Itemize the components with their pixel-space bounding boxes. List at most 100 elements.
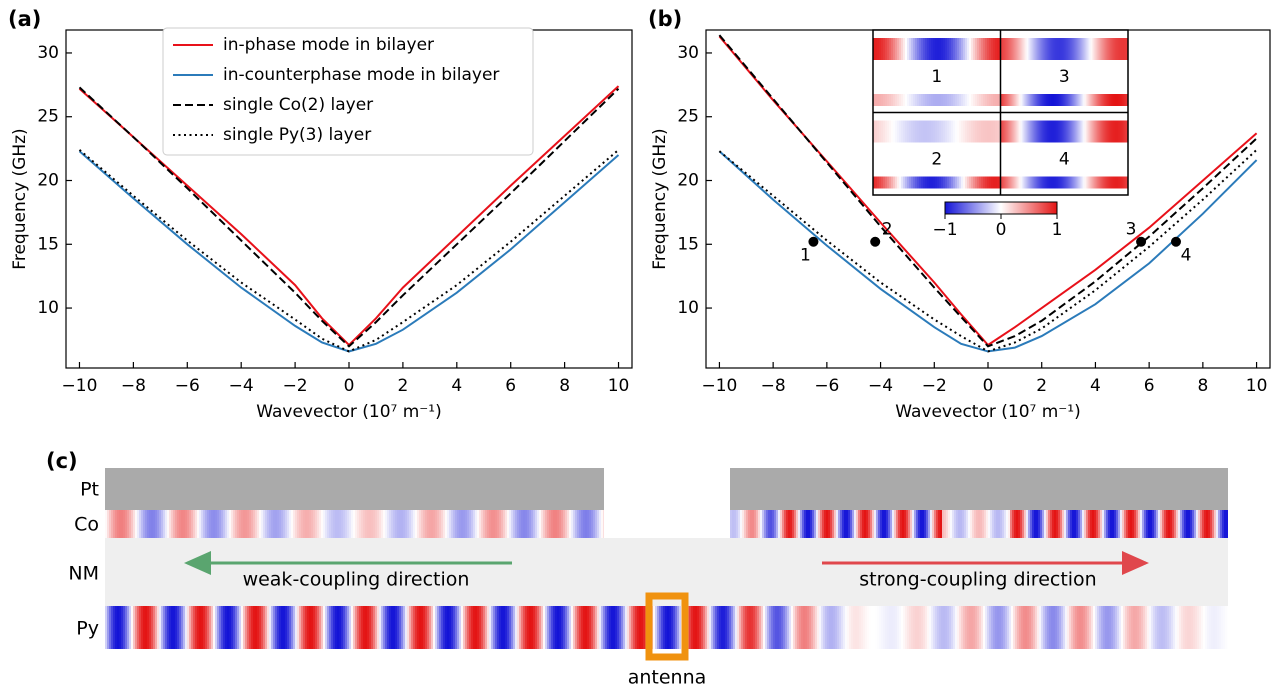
stripe: [836, 510, 839, 538]
stripe: [389, 510, 392, 538]
stripe: [913, 120, 916, 143]
stripe: [760, 510, 763, 538]
stripe: [531, 606, 534, 649]
stripe: [1110, 176, 1113, 189]
stripe: [337, 606, 340, 649]
stripe: [1088, 120, 1091, 143]
stripe: [978, 510, 981, 538]
stripe: [1076, 510, 1079, 538]
stripe: [445, 606, 448, 649]
stripe: [959, 94, 962, 106]
stripe: [167, 510, 170, 538]
stripe: [1010, 38, 1013, 60]
stripe: [777, 606, 780, 649]
colorbar-tick-label: 1: [1052, 220, 1063, 240]
stripe: [909, 176, 912, 189]
stripe: [549, 510, 552, 538]
stripe: [977, 176, 980, 189]
stripe: [673, 606, 676, 649]
y-tick-label: 15: [37, 234, 59, 254]
stripe: [1002, 38, 1005, 60]
stripe: [509, 510, 512, 538]
stripe: [911, 38, 914, 60]
stripe: [1061, 606, 1064, 649]
stripe: [379, 510, 382, 538]
stripe: [469, 606, 472, 649]
stripe: [1078, 120, 1081, 143]
stripe: [778, 510, 781, 538]
stripe: [929, 176, 932, 189]
stripe: [821, 606, 824, 649]
stripe: [553, 606, 556, 649]
stripe: [855, 606, 858, 649]
stripe: [145, 510, 148, 538]
stripe: [887, 120, 890, 143]
stripe: [1008, 176, 1011, 189]
stripe: [957, 120, 960, 143]
stripe: [1005, 606, 1008, 649]
stripe: [261, 510, 264, 538]
stripe: [893, 120, 896, 143]
stripe: [1163, 606, 1166, 649]
stripe: [967, 120, 970, 143]
stripe: [1008, 94, 1011, 106]
stripe: [597, 510, 600, 538]
stripe: [974, 510, 977, 538]
stripe: [1044, 120, 1047, 143]
stripe: [913, 94, 916, 106]
stripe: [521, 606, 524, 649]
stripe: [925, 120, 928, 143]
stripe: [447, 510, 450, 538]
stripe: [1106, 120, 1109, 143]
stripe: [1158, 510, 1161, 538]
stripe: [333, 606, 336, 649]
stripe: [1052, 94, 1055, 106]
stripe: [939, 606, 942, 649]
stripe: [1211, 606, 1214, 649]
stripe: [169, 510, 172, 538]
stripe: [989, 120, 992, 143]
stripe: [1004, 94, 1007, 106]
stripe: [539, 606, 542, 649]
series-line: [78, 149, 620, 353]
stripe: [1092, 510, 1095, 538]
stripe: [927, 176, 930, 189]
stripe: [941, 120, 944, 143]
stripe: [1209, 606, 1212, 649]
stripe: [205, 606, 208, 649]
stripe: [911, 94, 914, 106]
stripe: [1028, 120, 1031, 143]
stripe: [449, 510, 452, 538]
stripe: [565, 606, 568, 649]
stripe: [1086, 510, 1089, 538]
stripe: [794, 510, 797, 538]
stripe: [870, 510, 873, 538]
stripe: [1006, 120, 1009, 143]
stripe: [971, 38, 974, 60]
stripe: [395, 606, 398, 649]
stripe: [940, 510, 943, 538]
stripe: [615, 606, 618, 649]
stripe: [1009, 606, 1012, 649]
stripe: [141, 510, 144, 538]
stripe: [816, 510, 819, 538]
stripe: [792, 510, 795, 538]
stripe: [1219, 606, 1222, 649]
stripe: [864, 510, 867, 538]
stripe: [357, 510, 360, 538]
stripe: [967, 94, 970, 106]
stripe: [907, 38, 910, 60]
stripe: [1054, 94, 1057, 106]
stripe: [734, 510, 737, 538]
stripe: [1104, 120, 1107, 143]
stripe: [955, 176, 958, 189]
stripe: [213, 510, 216, 538]
stripe: [1098, 94, 1101, 106]
stripe: [1006, 94, 1009, 106]
colorbar-tick-label: −1: [932, 220, 957, 240]
stripe: [237, 510, 240, 538]
stripe: [873, 176, 876, 189]
stripe: [551, 606, 554, 649]
stripe: [291, 606, 294, 649]
stripe: [775, 606, 778, 649]
